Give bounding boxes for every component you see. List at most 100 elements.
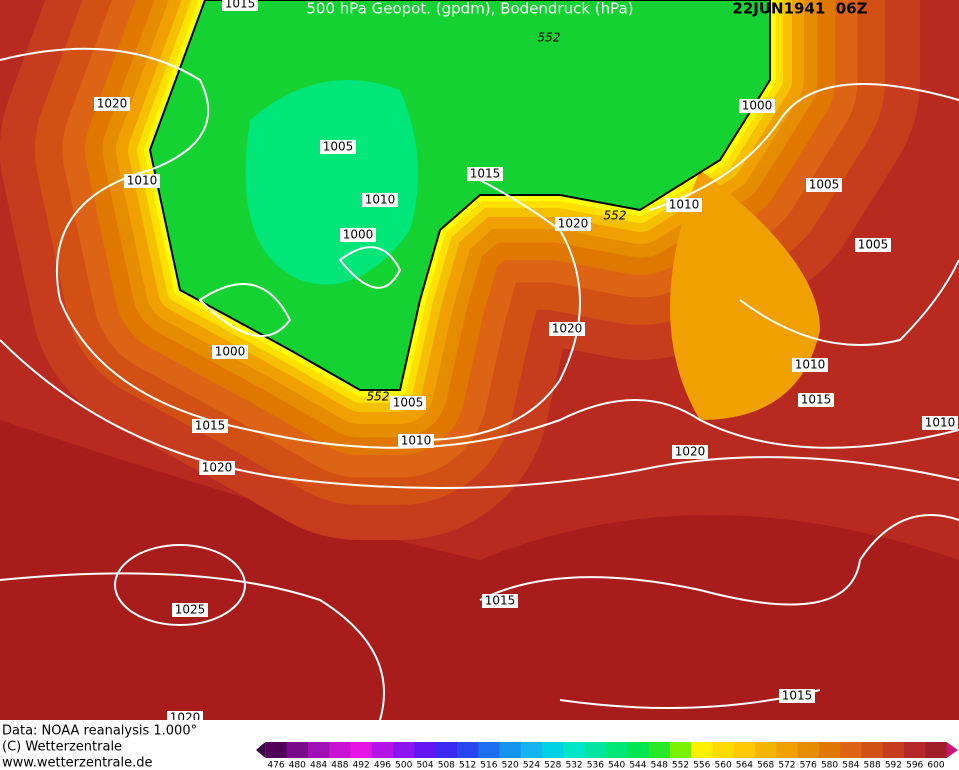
colorbar-swatch	[307, 742, 330, 758]
colorbar-label: 524	[523, 761, 540, 770]
label-text: 1020	[170, 711, 201, 725]
label-box	[192, 419, 228, 433]
label-box	[167, 711, 203, 720]
label-text: 1015	[195, 419, 226, 433]
label-text: 1015	[470, 167, 501, 181]
colorbar-swatch	[350, 742, 373, 758]
height-band	[670, 170, 820, 420]
isobar-label: 1020	[672, 445, 708, 459]
label-text: 1020	[202, 461, 233, 475]
label-text: 552	[538, 31, 561, 45]
isobar-label: 1015	[192, 419, 228, 433]
colorbar-label: 516	[480, 761, 497, 770]
label-text: 1005	[393, 396, 424, 410]
isobar-label: 1000	[212, 345, 248, 359]
colorbar-swatch	[627, 742, 650, 758]
isobar-label: 552	[367, 390, 390, 404]
label-text: 1015	[485, 594, 516, 608]
colorbar-swatch	[456, 742, 479, 758]
label-text: 1015	[225, 0, 256, 11]
colorbar-swatch	[840, 742, 862, 758]
colorbar-label: 504	[416, 761, 433, 770]
colorbar-label: 600	[927, 761, 944, 770]
colorbar-label: 580	[821, 761, 838, 770]
label-box	[390, 396, 426, 410]
colorbar-swatch	[286, 742, 309, 758]
colorbar-swatch	[776, 742, 799, 758]
isobar	[0, 339, 959, 489]
colorbar-swatch	[904, 742, 926, 758]
label-box	[467, 167, 503, 181]
colorbar-label: 500	[395, 761, 412, 770]
label-box	[212, 345, 248, 359]
isobar-label: 1015	[779, 689, 815, 703]
isobar-label: 1020	[549, 322, 585, 336]
isobar-label: 1010	[124, 174, 160, 188]
label-text: 1005	[323, 140, 354, 154]
label-box	[172, 603, 208, 617]
data-source: Data: NOAA reanalysis 1.000°	[2, 724, 197, 739]
label-text: 1010	[925, 416, 956, 430]
map-date: 22JUN1941 06Z	[732, 0, 867, 18]
label-text: 1010	[401, 434, 432, 448]
label-text: 1010	[127, 174, 158, 188]
label-text: 1000	[742, 99, 773, 113]
colorbar-swatch	[882, 742, 905, 758]
isobar-label: 1010	[922, 416, 958, 430]
colorbar-label: 552	[672, 761, 689, 770]
colorbar-swatch	[542, 742, 564, 758]
isobar	[0, 572, 385, 720]
label-box	[549, 322, 585, 336]
colorbar-swatch	[669, 742, 692, 758]
colorbar-swatch	[818, 742, 841, 758]
colorbar-swatch	[584, 742, 607, 758]
label-text: 1020	[97, 97, 128, 111]
colorbar-swatch	[265, 742, 288, 758]
label-text: 1010	[669, 198, 700, 212]
label-text: 1015	[782, 689, 813, 703]
isobar-label: 1010	[666, 198, 702, 212]
isobar-label: 1005	[855, 238, 891, 252]
label-text: 552	[367, 390, 390, 404]
colorbar-label: 540	[608, 761, 625, 770]
colorbar-label: 548	[651, 761, 668, 770]
isobar-label: 1020	[94, 97, 130, 111]
label-box	[739, 99, 775, 113]
colorbar-swatch	[393, 742, 415, 758]
isobar-label: 1015	[222, 0, 258, 11]
colorbar-swatch	[797, 742, 820, 758]
isobar	[198, 246, 402, 337]
colorbar-label: 592	[885, 761, 902, 770]
colorbar-label: 488	[331, 761, 348, 770]
label-text: 1005	[858, 238, 889, 252]
label-text: 1020	[552, 322, 583, 336]
label-text: 1015	[801, 393, 832, 407]
colorbar-swatch	[606, 742, 628, 758]
label-box	[398, 434, 434, 448]
isobar-label: 1020	[555, 217, 591, 231]
label-box	[222, 0, 258, 11]
label-box	[792, 358, 828, 372]
colorbar-swatch	[925, 742, 948, 758]
colorbar-label: 496	[374, 761, 391, 770]
isobar-label: 1015	[482, 594, 518, 608]
colorbar: 476 480 484 488 492 496 500 504 508 512 516 520 524 5…	[256, 742, 958, 770]
colorbar-label: 576	[800, 761, 817, 770]
isobar	[114, 544, 246, 626]
colorbar-label: 572	[778, 761, 795, 770]
isobar-labels: 1020 1010 1005 1010 1000 1000 1015 1020 1025 1015…	[94, 0, 958, 725]
label-text: 1010	[795, 358, 826, 372]
isobar-label: 1000	[340, 228, 376, 242]
colorbar-label: 528	[544, 761, 561, 770]
label-text: 1025	[175, 603, 206, 617]
isobar-label: 1000	[739, 99, 775, 113]
isobar-label: 1015	[467, 167, 503, 181]
colorbar-label: 584	[842, 761, 859, 770]
label-box	[666, 198, 702, 212]
colorbar-swatch	[733, 742, 756, 758]
colorbar-label: 588	[864, 761, 881, 770]
colorbar-label: 476	[267, 761, 284, 770]
colorbar-swatch	[329, 742, 352, 758]
colorbar-arrow-high	[946, 742, 958, 758]
